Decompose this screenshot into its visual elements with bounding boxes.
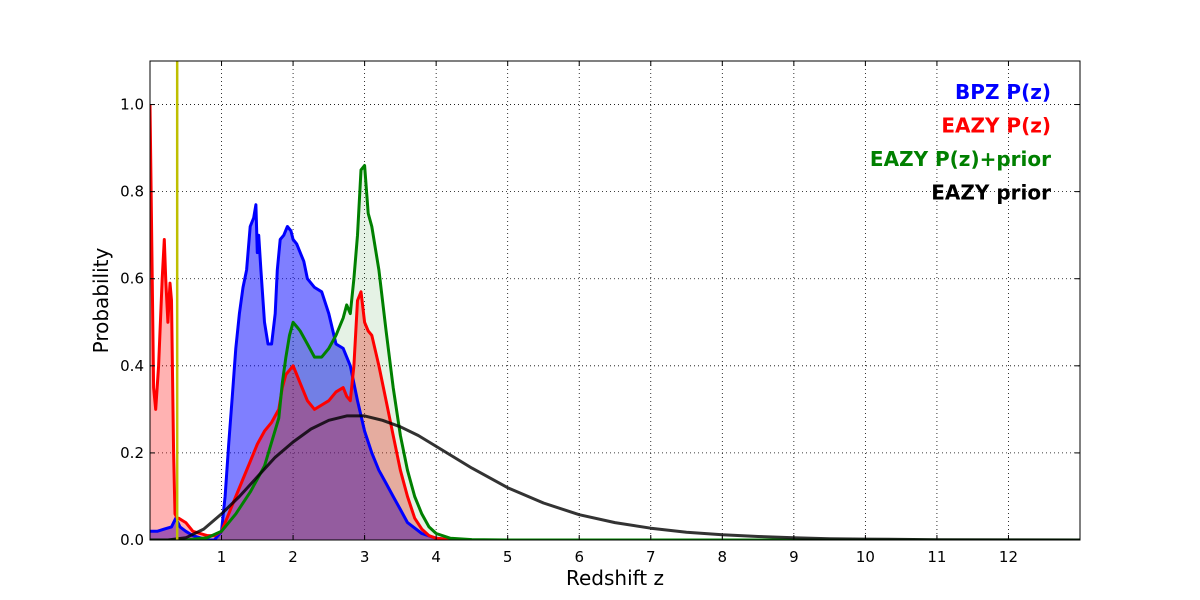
series-fill-eazy-p-z-prior: [150, 165, 1080, 540]
x-tick-label: 12: [999, 548, 1018, 566]
y-tick-label: 0.0: [120, 531, 144, 549]
x-tick-label: 9: [789, 548, 799, 566]
y-tick-label: 1.0: [120, 96, 144, 114]
x-tick-label: 7: [646, 548, 656, 566]
series-line-eazy-p-z: [150, 104, 1080, 540]
legend-entry-bpz-p-z: BPZ P(z): [955, 80, 1051, 104]
series-fill-eazy-p-z: [150, 104, 1080, 540]
x-tick-label: 5: [503, 548, 513, 566]
x-axis-label: Redshift z: [566, 566, 664, 590]
grid: [150, 61, 1080, 540]
y-tick-label: 0.6: [120, 270, 144, 288]
legend-entry-eazy-prior: EAZY prior: [931, 181, 1051, 205]
x-tick-label: 2: [288, 548, 298, 566]
series-line-bpz-p-z: [150, 203, 1080, 540]
series-fills: [150, 104, 1080, 540]
y-axis-label: Probability: [89, 247, 113, 353]
series-line-eazy-prior: [150, 414, 1080, 540]
y-tick-label: 0.8: [120, 183, 144, 201]
legend: BPZ P(z) EAZY P(z) EAZY P(z)+prior EAZY pri…: [870, 80, 1051, 205]
x-tick-label: 10: [856, 548, 875, 566]
series-line-eazy-p-z-prior: [150, 164, 1080, 540]
axis-ticks: 1 2 3 4 5 6 7 8 9 10 11 120.00.20.40.60.81.0: [120, 61, 1080, 566]
legend-entry-eazy-p-z: EAZY P(z): [941, 114, 1051, 138]
x-tick-label: 3: [360, 548, 370, 566]
x-tick-label: 8: [718, 548, 728, 566]
series-lines: [150, 61, 1080, 540]
y-tick-label: 0.4: [120, 357, 144, 375]
legend-entry-eazy-p-z-prior: EAZY P(z)+prior: [870, 147, 1051, 171]
x-tick-label: 11: [927, 548, 946, 566]
y-tick-label: 0.2: [120, 444, 144, 462]
x-tick-label: 6: [574, 548, 584, 566]
plot-frame: [149, 60, 1081, 541]
x-tick-label: 1: [217, 548, 227, 566]
series-fill-bpz-p-z: [150, 204, 1080, 540]
x-tick-label: 4: [431, 548, 441, 566]
